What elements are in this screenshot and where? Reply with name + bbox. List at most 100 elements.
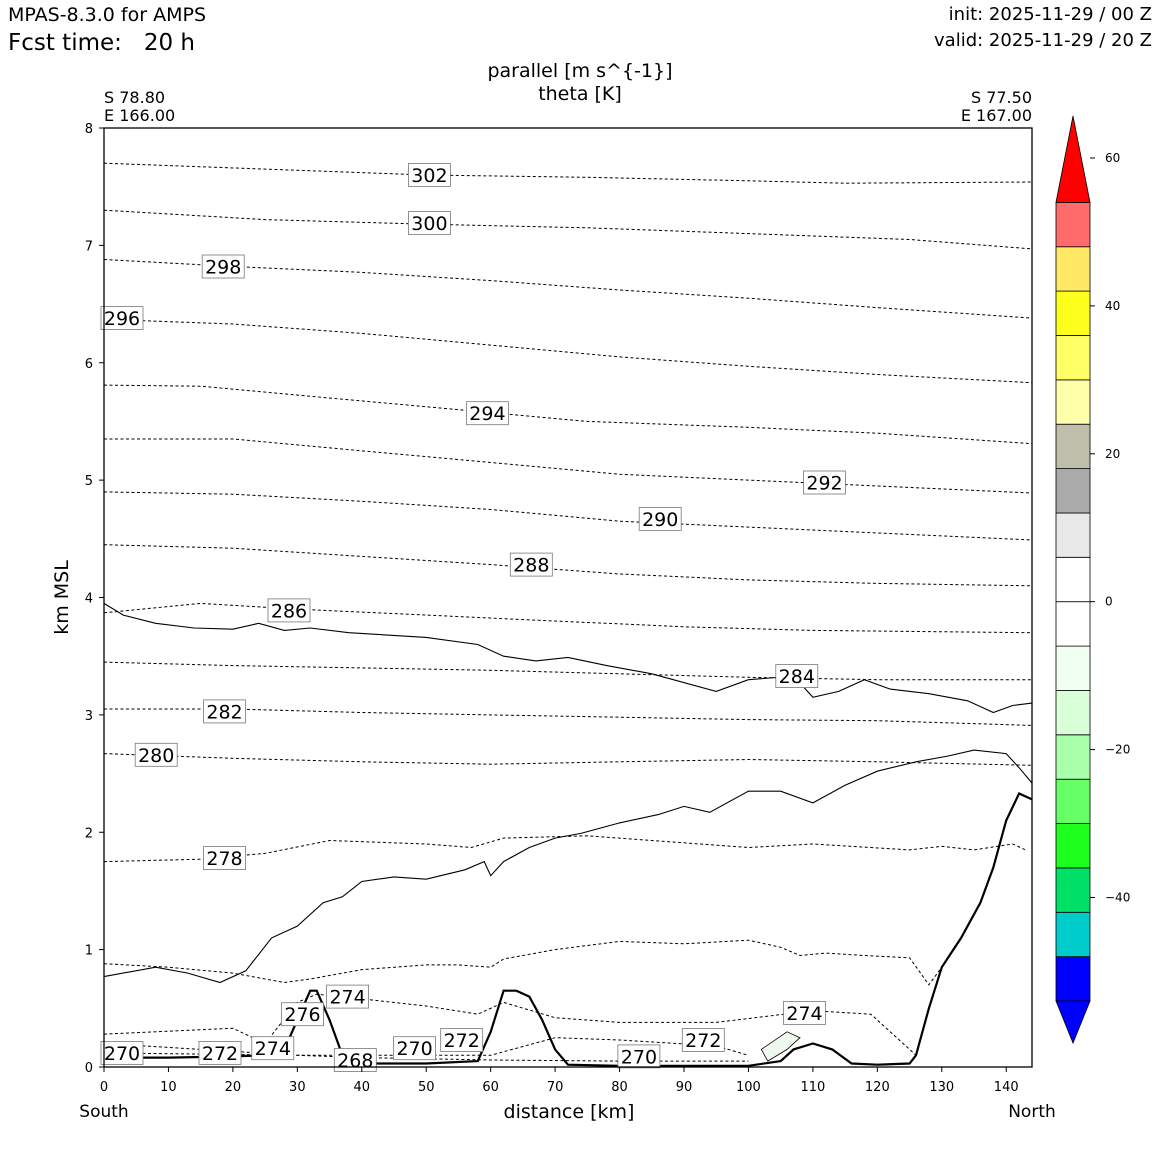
isentrope-300 xyxy=(103,209,1033,250)
colorbar-swatch xyxy=(1055,734,1091,780)
colorbar-swatch xyxy=(1055,601,1091,647)
chart-title-wind: parallel [m s^{-1}] xyxy=(487,60,673,82)
colorbar-swatch xyxy=(1055,512,1091,558)
contour-label-text: 296 xyxy=(104,308,140,330)
contour-label-text: 274 xyxy=(255,1038,291,1060)
y-tick-label: 2 xyxy=(85,826,93,841)
colorbar-tick-label: 0 xyxy=(1105,595,1113,609)
axes: 0 10 20 30 40 50 60 70 80 90 100 110 120 130 140 0 1 2 3 4 5… xyxy=(85,122,1019,1095)
isentrope-276 xyxy=(103,939,943,986)
isentrope-284 xyxy=(103,661,1032,681)
y-tick-label: 1 xyxy=(85,944,93,959)
isentrope-292 xyxy=(104,438,1033,494)
x-tick-label: 130 xyxy=(929,1080,954,1095)
contour-label-box xyxy=(617,1044,661,1069)
contour-label-text: 278 xyxy=(206,848,242,870)
contour-label: 284 xyxy=(775,664,819,688)
forecast-time-label: Fcst time: xyxy=(8,30,122,56)
y-tick-label: 0 xyxy=(85,1061,93,1076)
contour-label-box xyxy=(407,163,451,187)
contour-label-text: 270 xyxy=(396,1038,432,1060)
contour-label: 302 xyxy=(407,163,451,187)
contour-label-box xyxy=(509,552,553,577)
y-tick-label: 7 xyxy=(85,239,93,254)
colorbar-swatch xyxy=(1055,246,1091,292)
left-endpoint-lat: S 78.80 xyxy=(104,88,166,107)
colorbar-swatch xyxy=(1055,201,1091,248)
right-endpoint: S 77.50 E 167.00 xyxy=(961,89,1032,125)
contour-label: 270 xyxy=(393,1036,437,1061)
colorbar-tick-label: 60 xyxy=(1105,151,1120,165)
x-tick-label: 80 xyxy=(611,1080,628,1095)
x-axis-label: distance [km] xyxy=(504,1101,635,1123)
y-axis-label: km MSL xyxy=(51,560,73,635)
isentrope-278 xyxy=(103,835,1026,863)
forecast-time: Fcst time: 20 h xyxy=(8,30,195,56)
contour-label-box xyxy=(333,1048,377,1072)
isentrope-274 xyxy=(103,993,917,1056)
x-end-label-north: North xyxy=(1008,1102,1056,1122)
contour-label-box xyxy=(393,1036,437,1061)
contour-label-text: 294 xyxy=(469,403,505,425)
contour-label-text: 270 xyxy=(621,1046,657,1068)
contour-label: 274 xyxy=(783,1001,826,1025)
contour-label: 268 xyxy=(333,1048,377,1072)
colorbar-swatch xyxy=(1055,423,1091,470)
right-endpoint-lon: E 167.00 xyxy=(960,106,1032,125)
contour-label: 270 xyxy=(100,1041,144,1065)
contour-label: 276 xyxy=(281,1002,324,1027)
contour-label-text: 302 xyxy=(411,165,447,187)
isentrope-286 xyxy=(103,602,1033,634)
contour-label-box xyxy=(100,1041,144,1065)
contour-label-box xyxy=(281,1002,324,1027)
contour-label: 274 xyxy=(251,1036,295,1060)
contour-label-text: 284 xyxy=(779,666,815,688)
wind-zero-contour xyxy=(103,602,1033,714)
left-endpoint: S 78.80 E 166.00 xyxy=(104,89,175,125)
x-tick-label: 90 xyxy=(676,1080,693,1095)
colorbar-swatch xyxy=(1055,556,1091,603)
isentrope-290 xyxy=(103,491,1033,541)
x-tick-label: 60 xyxy=(482,1080,499,1095)
x-tick-label: 30 xyxy=(289,1080,306,1095)
contour-label: 288 xyxy=(509,552,553,577)
colorbar-swatch xyxy=(1055,290,1091,336)
contour-label-box xyxy=(775,664,819,688)
isentrope-280 xyxy=(103,753,1033,766)
contour-label-box xyxy=(100,306,144,331)
contour-label-box xyxy=(203,846,246,870)
isentrope-294 xyxy=(103,384,1033,445)
contour-label: 272 xyxy=(681,1028,725,1052)
x-tick-label: 50 xyxy=(418,1080,435,1095)
colorbar-swatch xyxy=(1055,468,1091,514)
contour-label-box xyxy=(465,401,509,426)
theta-isentropes xyxy=(103,162,1033,1062)
colorbar-swatch xyxy=(1055,335,1091,381)
contour-label-box xyxy=(326,984,370,1009)
x-end-label-south: South xyxy=(79,1102,128,1122)
y-tick-label: 3 xyxy=(85,709,93,724)
contour-label-text: 286 xyxy=(271,600,307,622)
isentrope-296 xyxy=(103,318,1033,384)
contour-label-text: 272 xyxy=(202,1043,238,1065)
forecast-time-value: 20 h xyxy=(143,30,195,56)
colorbar-swatch xyxy=(1055,379,1091,425)
x-tick-label: 140 xyxy=(994,1080,1019,1095)
contour-label-box xyxy=(407,211,451,236)
isentrope-298 xyxy=(103,259,1033,319)
x-tick-label: 100 xyxy=(736,1080,761,1095)
contour-label: 292 xyxy=(803,470,846,495)
contour-label: 272 xyxy=(198,1041,242,1065)
contour-label-text: 282 xyxy=(206,701,242,723)
contour-label-text: 272 xyxy=(685,1030,721,1052)
contour-label-text: 272 xyxy=(444,1030,480,1052)
contour-label: 290 xyxy=(638,506,682,531)
contour-label: 278 xyxy=(203,846,246,870)
contour-label-box xyxy=(783,1001,826,1025)
terrain-layer xyxy=(104,792,1033,1067)
x-tick-label: 110 xyxy=(800,1080,825,1095)
contour-label: 298 xyxy=(201,254,245,279)
y-tick-label: 6 xyxy=(85,357,93,372)
contour-label: 272 xyxy=(440,1028,484,1052)
